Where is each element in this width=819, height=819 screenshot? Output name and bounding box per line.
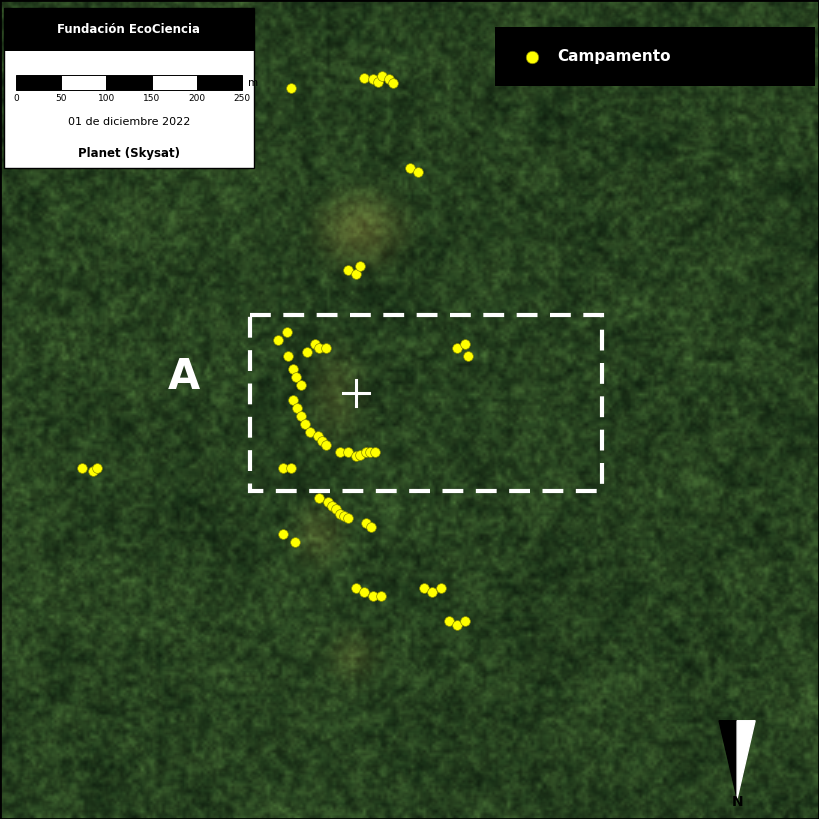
Text: A: A <box>168 355 201 398</box>
Text: 50: 50 <box>56 94 67 103</box>
Bar <box>4 8 254 168</box>
Text: 01 de diciembre 2022: 01 de diciembre 2022 <box>68 117 190 127</box>
Polygon shape <box>719 721 737 799</box>
Text: Fundación EcoCiencia: Fundación EcoCiencia <box>57 23 201 36</box>
Text: 0: 0 <box>13 94 20 103</box>
Bar <box>106 75 152 90</box>
Text: 150: 150 <box>143 94 161 103</box>
Text: N: N <box>731 795 743 809</box>
Text: m: m <box>248 78 258 88</box>
Bar <box>16 75 61 90</box>
Polygon shape <box>737 721 755 799</box>
Text: 250: 250 <box>233 94 250 103</box>
Text: Campamento: Campamento <box>557 49 671 64</box>
Bar <box>4 8 254 51</box>
Bar <box>197 75 242 90</box>
Text: Planet (Skysat): Planet (Skysat) <box>78 147 180 160</box>
Text: 200: 200 <box>188 94 205 103</box>
Bar <box>61 75 106 90</box>
Bar <box>250 315 602 491</box>
Bar <box>152 75 197 90</box>
Text: 100: 100 <box>97 94 115 103</box>
Bar <box>495 27 815 86</box>
